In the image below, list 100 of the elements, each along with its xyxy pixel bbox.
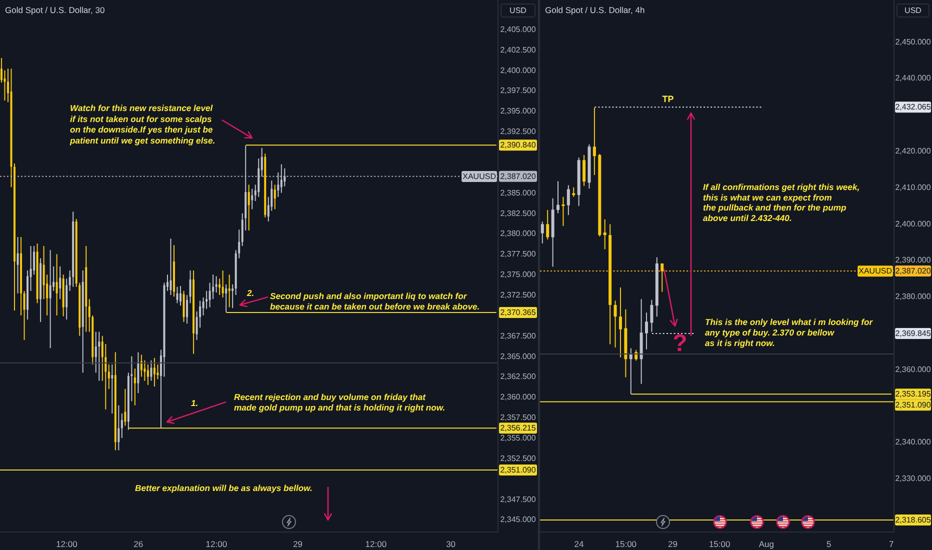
candlestick [614, 300, 617, 348]
x-tick-label: 29 [668, 539, 678, 550]
candlestick [150, 360, 152, 382]
candlestick [186, 294, 188, 324]
x-tick-label: Aug [758, 539, 774, 550]
candlestick [225, 284, 228, 313]
candlestick [228, 274, 230, 308]
ref-line-label: 2,387.020 [500, 172, 536, 181]
y-tick-label: 2,390.000 [895, 256, 932, 265]
series-label: 2,356.215 [500, 424, 536, 433]
candlestick [49, 250, 52, 349]
y-tick-label: 2,392.500 [500, 127, 536, 136]
annotation: Second push and also important liq to watch for because it can be taken out before we break above. [270, 291, 480, 312]
candlestick [215, 276, 218, 294]
x-tick-label: 12:00 [56, 539, 78, 550]
candlestick [592, 107, 596, 176]
candlestick [660, 262, 664, 292]
candlestick [645, 312, 648, 350]
x-tick-label: 7 [889, 539, 894, 550]
candlestick [182, 290, 185, 322]
candlestick [118, 404, 120, 451]
candlestick [120, 413, 123, 439]
candlestick [280, 164, 282, 194]
x-tick-label: 12:00 [206, 539, 228, 550]
series-label: 2,370.365 [500, 308, 536, 317]
y-tick-label: 2,420.000 [895, 146, 932, 156]
series-label: 2,353.195 [895, 390, 932, 399]
ref-line-label: 2,318.605 [895, 515, 932, 524]
text: Gold Spot / U.S. Dollar, 4h [545, 5, 645, 15]
text: 2,432.065 [895, 102, 932, 112]
candlestick [232, 284, 234, 309]
candlestick [556, 180, 560, 214]
y-tick-label: 2,400.000 [500, 66, 536, 75]
candlestick [572, 186, 576, 198]
candlestick [566, 184, 570, 216]
candlestick [56, 254, 58, 316]
ref-line-label: 2,351.090 [895, 400, 932, 410]
x-tick-label: 26 [134, 539, 144, 550]
candlestick [124, 388, 126, 426]
x-tick-label: 5 [826, 539, 832, 550]
candlestick [134, 368, 136, 406]
text: XAUUSD [858, 266, 892, 276]
y-tick-label: 2,357.500 [500, 413, 536, 422]
x-tick-label: 15:00 [615, 539, 637, 550]
candlestick [146, 364, 149, 386]
candlestick [59, 266, 62, 300]
candlestick [251, 188, 254, 210]
y-tick-label: 2,360.000 [500, 392, 536, 402]
y-tick-label: 2,362.500 [500, 372, 536, 382]
annotation: Watch for this new resistance level if its not taken out for some scalps on the downside.If yes then just be patient until we get something else. [69, 103, 216, 146]
y-tick-label: 2,380.000 [500, 229, 536, 238]
candlestick [170, 238, 172, 296]
candlestick [98, 331, 100, 382]
x-tick-label: 24 [574, 539, 584, 550]
candlestick [274, 184, 276, 210]
y-tick-label: 2,440.000 [895, 74, 932, 83]
series-label: 2,390.840 [500, 140, 536, 150]
y-axis-title: USD [904, 6, 922, 15]
y-tick-label: 2,410.000 [895, 182, 932, 192]
y-tick-label: 2,365.000 [500, 352, 536, 361]
candlestick [153, 357, 156, 388]
candlestick [546, 209, 550, 240]
candlestick [582, 154, 586, 186]
y-tick-label: 2,375.000 [500, 270, 536, 280]
candlestick [66, 278, 68, 320]
y-tick-label: 2,405.000 [500, 24, 536, 34]
x-tick-label: 29 [293, 539, 303, 550]
candlestick [562, 196, 565, 226]
annotation: Better explanation will be as always bellow. [135, 483, 312, 493]
x-tick-label: 30 [446, 539, 456, 550]
candlestick [248, 184, 250, 231]
annotation: 1. [191, 398, 198, 408]
candlestick [176, 286, 178, 304]
y-tick-label: 2,400.000 [895, 219, 932, 228]
annotation: This is the only level what i m looking for any type of buy. 2.370 or bellow as it is right now. [705, 317, 874, 348]
text: XAUUSD [462, 172, 496, 182]
candlestick [258, 158, 260, 198]
y-tick-label: 2,352.500 [500, 454, 536, 463]
candlestick [180, 286, 182, 306]
candlestick [618, 286, 622, 358]
candlestick [23, 290, 26, 340]
annotation: Recent rejection and buy volume on friday that made gold pump up and that is holding it right now. [234, 392, 446, 413]
x-tick-label: 12:00 [365, 539, 387, 550]
y-axis-title: USD [510, 6, 527, 15]
x-tick-label: 15:00 [708, 539, 731, 550]
y-tick-label: 2,450.000 [895, 37, 932, 46]
candlestick [111, 364, 114, 414]
y-tick-label: 2,402.500 [500, 45, 536, 54]
candlestick [540, 221, 544, 244]
text: 2,369.845 [895, 329, 932, 338]
candlestick [603, 218, 606, 250]
candlestick [108, 364, 110, 390]
text: Gold Spot / U.S. Dollar, 30 [5, 5, 105, 15]
candlestick [650, 299, 654, 332]
y-tick-label: 2,372.500 [500, 290, 536, 300]
y-tick-label: 2,345.000 [500, 515, 536, 524]
y-tick-label: 2,340.000 [895, 438, 932, 447]
y-tick-label: 2,330.000 [895, 474, 932, 484]
annotation: ? [672, 330, 688, 357]
y-tick-label: 2,382.500 [500, 208, 536, 218]
